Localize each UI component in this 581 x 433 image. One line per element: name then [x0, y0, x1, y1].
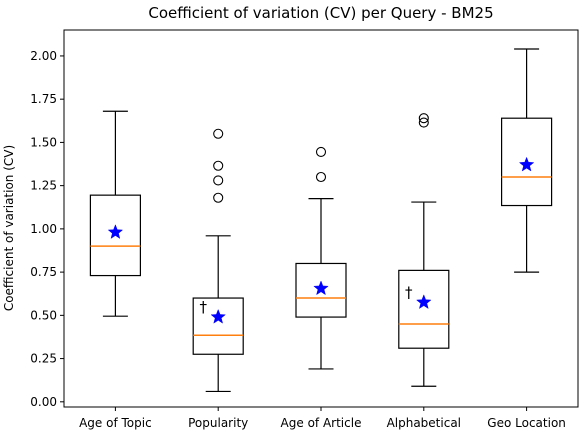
x-tick-label: Geo Location	[487, 416, 566, 430]
x-tick-label: Popularity	[188, 416, 248, 430]
iqr-box	[89, 194, 142, 277]
y-tick-label: 1.25	[30, 179, 57, 193]
box-alphabetical: †	[398, 113, 450, 387]
x-axis: Age of Topic Popularity Age of Article Alph…	[79, 407, 566, 430]
chart-title: Coefficient of variation (CV) per Query …	[148, 4, 493, 22]
iqr-box	[192, 297, 244, 355]
mean-star	[518, 156, 535, 172]
y-tick-label: 0.50	[30, 308, 57, 322]
boxes-group: ††	[89, 48, 553, 393]
y-tick-label: 2.00	[30, 49, 57, 63]
box-age-of-article	[295, 146, 347, 370]
y-tick-label: 1.50	[30, 135, 57, 149]
outlier-point	[213, 128, 224, 139]
y-tick-label: 1.00	[30, 222, 57, 236]
y-axis-label: Coefficient of variation (CV)	[2, 145, 16, 311]
iqr-box	[295, 262, 347, 318]
mean-star	[416, 294, 432, 310]
significance-marker: †	[405, 283, 413, 301]
outlier-point	[213, 175, 224, 186]
y-tick-label: 0.00	[30, 395, 57, 409]
mean-star	[313, 280, 329, 296]
iqr-box	[398, 269, 450, 349]
mean-star	[210, 308, 226, 324]
significance-marker: †	[199, 298, 207, 316]
outlier-point	[315, 171, 327, 183]
outlier-point	[213, 192, 224, 203]
y-axis: 0.00 0.25 0.50 0.75 1.00 1.25 1.50 1.75 2.00	[30, 49, 64, 409]
outlier-point	[418, 117, 429, 128]
iqr-box	[501, 117, 553, 207]
x-tick-label: Alphabetical	[387, 416, 461, 430]
y-tick-label: 0.25	[30, 352, 57, 366]
outlier-point	[418, 113, 429, 124]
x-tick-label: Age of Topic	[79, 416, 152, 430]
box-popularity: †	[192, 128, 244, 393]
outlier-point	[213, 160, 224, 171]
mean-star	[107, 224, 124, 239]
y-tick-label: 0.75	[30, 265, 57, 279]
y-tick-label: 1.75	[30, 92, 57, 106]
box-geo-location	[501, 48, 553, 273]
box-age-of-topic	[89, 110, 142, 317]
outlier-point	[315, 146, 327, 157]
x-tick-label: Age of Article	[281, 416, 362, 430]
